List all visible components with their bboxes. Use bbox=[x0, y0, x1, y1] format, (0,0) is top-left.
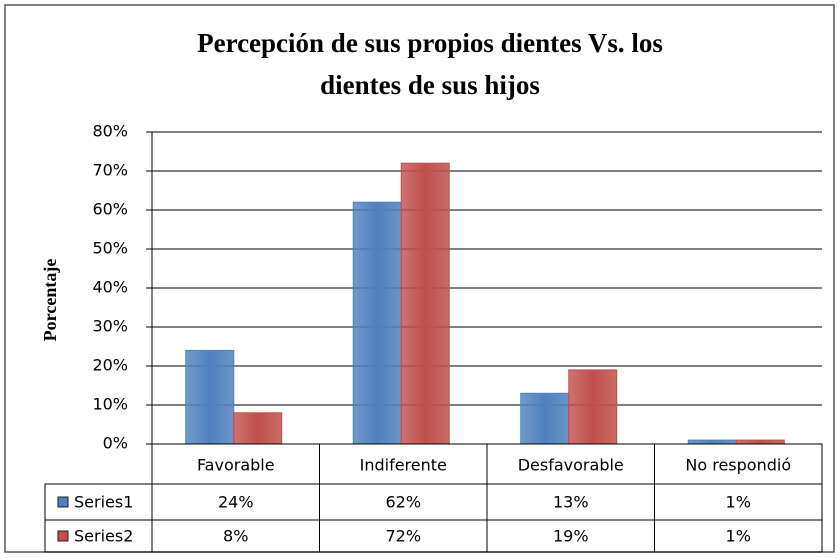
x-tick-label: Desfavorable bbox=[518, 456, 624, 475]
table-value: 8% bbox=[223, 527, 248, 546]
table-value: 13% bbox=[553, 493, 589, 512]
chart-title: Percepción de sus propios dientes Vs. lo… bbox=[197, 28, 663, 58]
y-tick-label: 70% bbox=[92, 161, 128, 180]
y-tick-label: 80% bbox=[92, 122, 128, 141]
legend-marker bbox=[57, 496, 69, 508]
legend-label: Series2 bbox=[74, 527, 133, 546]
x-tick-label: Indiferente bbox=[360, 456, 447, 475]
table-value: 72% bbox=[385, 527, 421, 546]
y-tick-label: 50% bbox=[92, 239, 128, 258]
bar bbox=[687, 439, 737, 445]
y-tick-label: 10% bbox=[92, 395, 128, 414]
table-value: 24% bbox=[218, 493, 254, 512]
legend-marker bbox=[57, 530, 69, 542]
y-tick-label: 60% bbox=[92, 200, 128, 219]
y-tick-label: 0% bbox=[103, 434, 128, 453]
bar bbox=[400, 162, 450, 445]
y-tick-label: 30% bbox=[92, 317, 128, 336]
table-value: 1% bbox=[726, 493, 751, 512]
legend-label: Series1 bbox=[74, 493, 133, 512]
bar bbox=[352, 201, 402, 445]
y-tick-label: 40% bbox=[92, 278, 128, 297]
x-tick-label: No respondió bbox=[685, 456, 791, 475]
bar bbox=[185, 349, 235, 445]
bar bbox=[568, 369, 618, 445]
y-axis-label: Porcentaje bbox=[40, 259, 60, 342]
bar bbox=[233, 412, 283, 445]
table-value: 1% bbox=[726, 527, 751, 546]
table-value: 19% bbox=[553, 527, 589, 546]
x-tick-label: Favorable bbox=[197, 456, 275, 475]
bar bbox=[520, 392, 570, 445]
table-value: 62% bbox=[385, 493, 421, 512]
chart-title: dientes de sus hijos bbox=[320, 70, 540, 100]
y-tick-label: 20% bbox=[92, 356, 128, 375]
bar bbox=[735, 439, 785, 445]
